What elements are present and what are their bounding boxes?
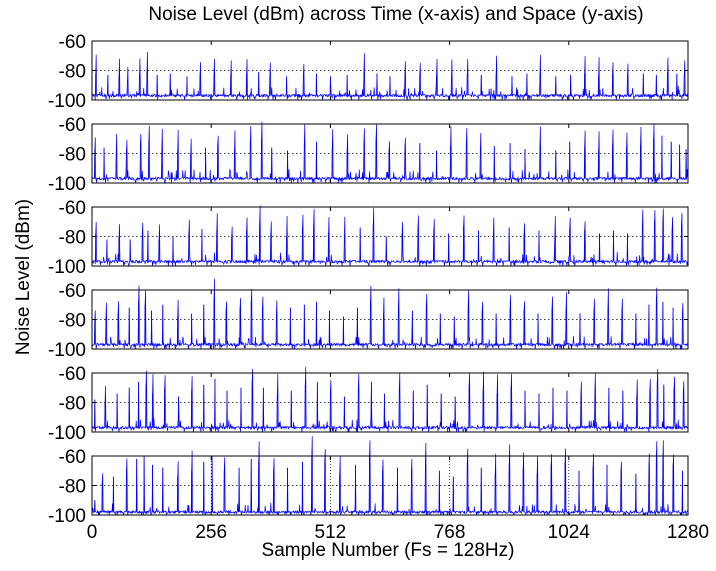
x-tick-label: 512 — [315, 522, 347, 543]
panel-4: -60 -80 -100 — [48, 278, 689, 361]
y-tick-label: -100 — [48, 506, 86, 527]
panel-2: -60 -80 -100 — [48, 115, 689, 195]
y-axis-label: Noise Level (dBm) — [13, 199, 34, 355]
panel-6: -60 -80 -100 — [48, 436, 689, 527]
y-tick-label: -80 — [59, 62, 86, 83]
x-tick-label: 0 — [87, 522, 98, 543]
panel-5: -60 -80 -100 — [48, 364, 689, 444]
panels-group: -60 -80 -100 -60 -80 -100 -60 -80 -100 -60 -80 -100… — [48, 32, 689, 527]
y-tick-label: -60 — [59, 447, 86, 468]
y-tick-label: -60 — [59, 32, 86, 53]
panel-3: -60 -80 -100 — [48, 198, 689, 278]
series-line-2 — [91, 121, 689, 184]
y-tick-label: -100 — [48, 257, 86, 278]
x-tick-label: 1024 — [548, 522, 591, 543]
y-tick-label: -80 — [59, 311, 86, 332]
y-tick-label: -80 — [59, 145, 86, 166]
series-line-3 — [91, 205, 689, 268]
y-tick-label: -100 — [48, 174, 86, 195]
y-tick-label: -60 — [59, 281, 86, 302]
y-tick-label: -100 — [48, 423, 86, 444]
x-tick-label: 256 — [195, 522, 227, 543]
x-axis-label: Sample Number (Fs = 128Hz) — [262, 540, 515, 561]
y-tick-label: -100 — [48, 91, 86, 112]
panel-1: -60 -80 -100 — [48, 32, 689, 112]
series-line-5 — [91, 366, 689, 433]
y-tick-label: -80 — [59, 394, 86, 415]
y-tick-label: -60 — [59, 364, 86, 385]
series-line-6 — [91, 436, 689, 516]
series-line-4 — [91, 278, 689, 350]
chart-title: Noise Level (dBm) across Time (x-axis) a… — [148, 4, 643, 25]
x-tick-labels: 0 256 512 768 1024 1280 — [87, 522, 709, 543]
y-tick-label: -80 — [59, 477, 86, 498]
x-tick-label: 1280 — [667, 522, 709, 543]
y-tick-label: -60 — [59, 198, 86, 219]
x-tick-label: 768 — [434, 522, 466, 543]
y-tick-label: -60 — [59, 115, 86, 136]
y-tick-label: -80 — [59, 228, 86, 249]
y-tick-label: -100 — [48, 340, 86, 361]
